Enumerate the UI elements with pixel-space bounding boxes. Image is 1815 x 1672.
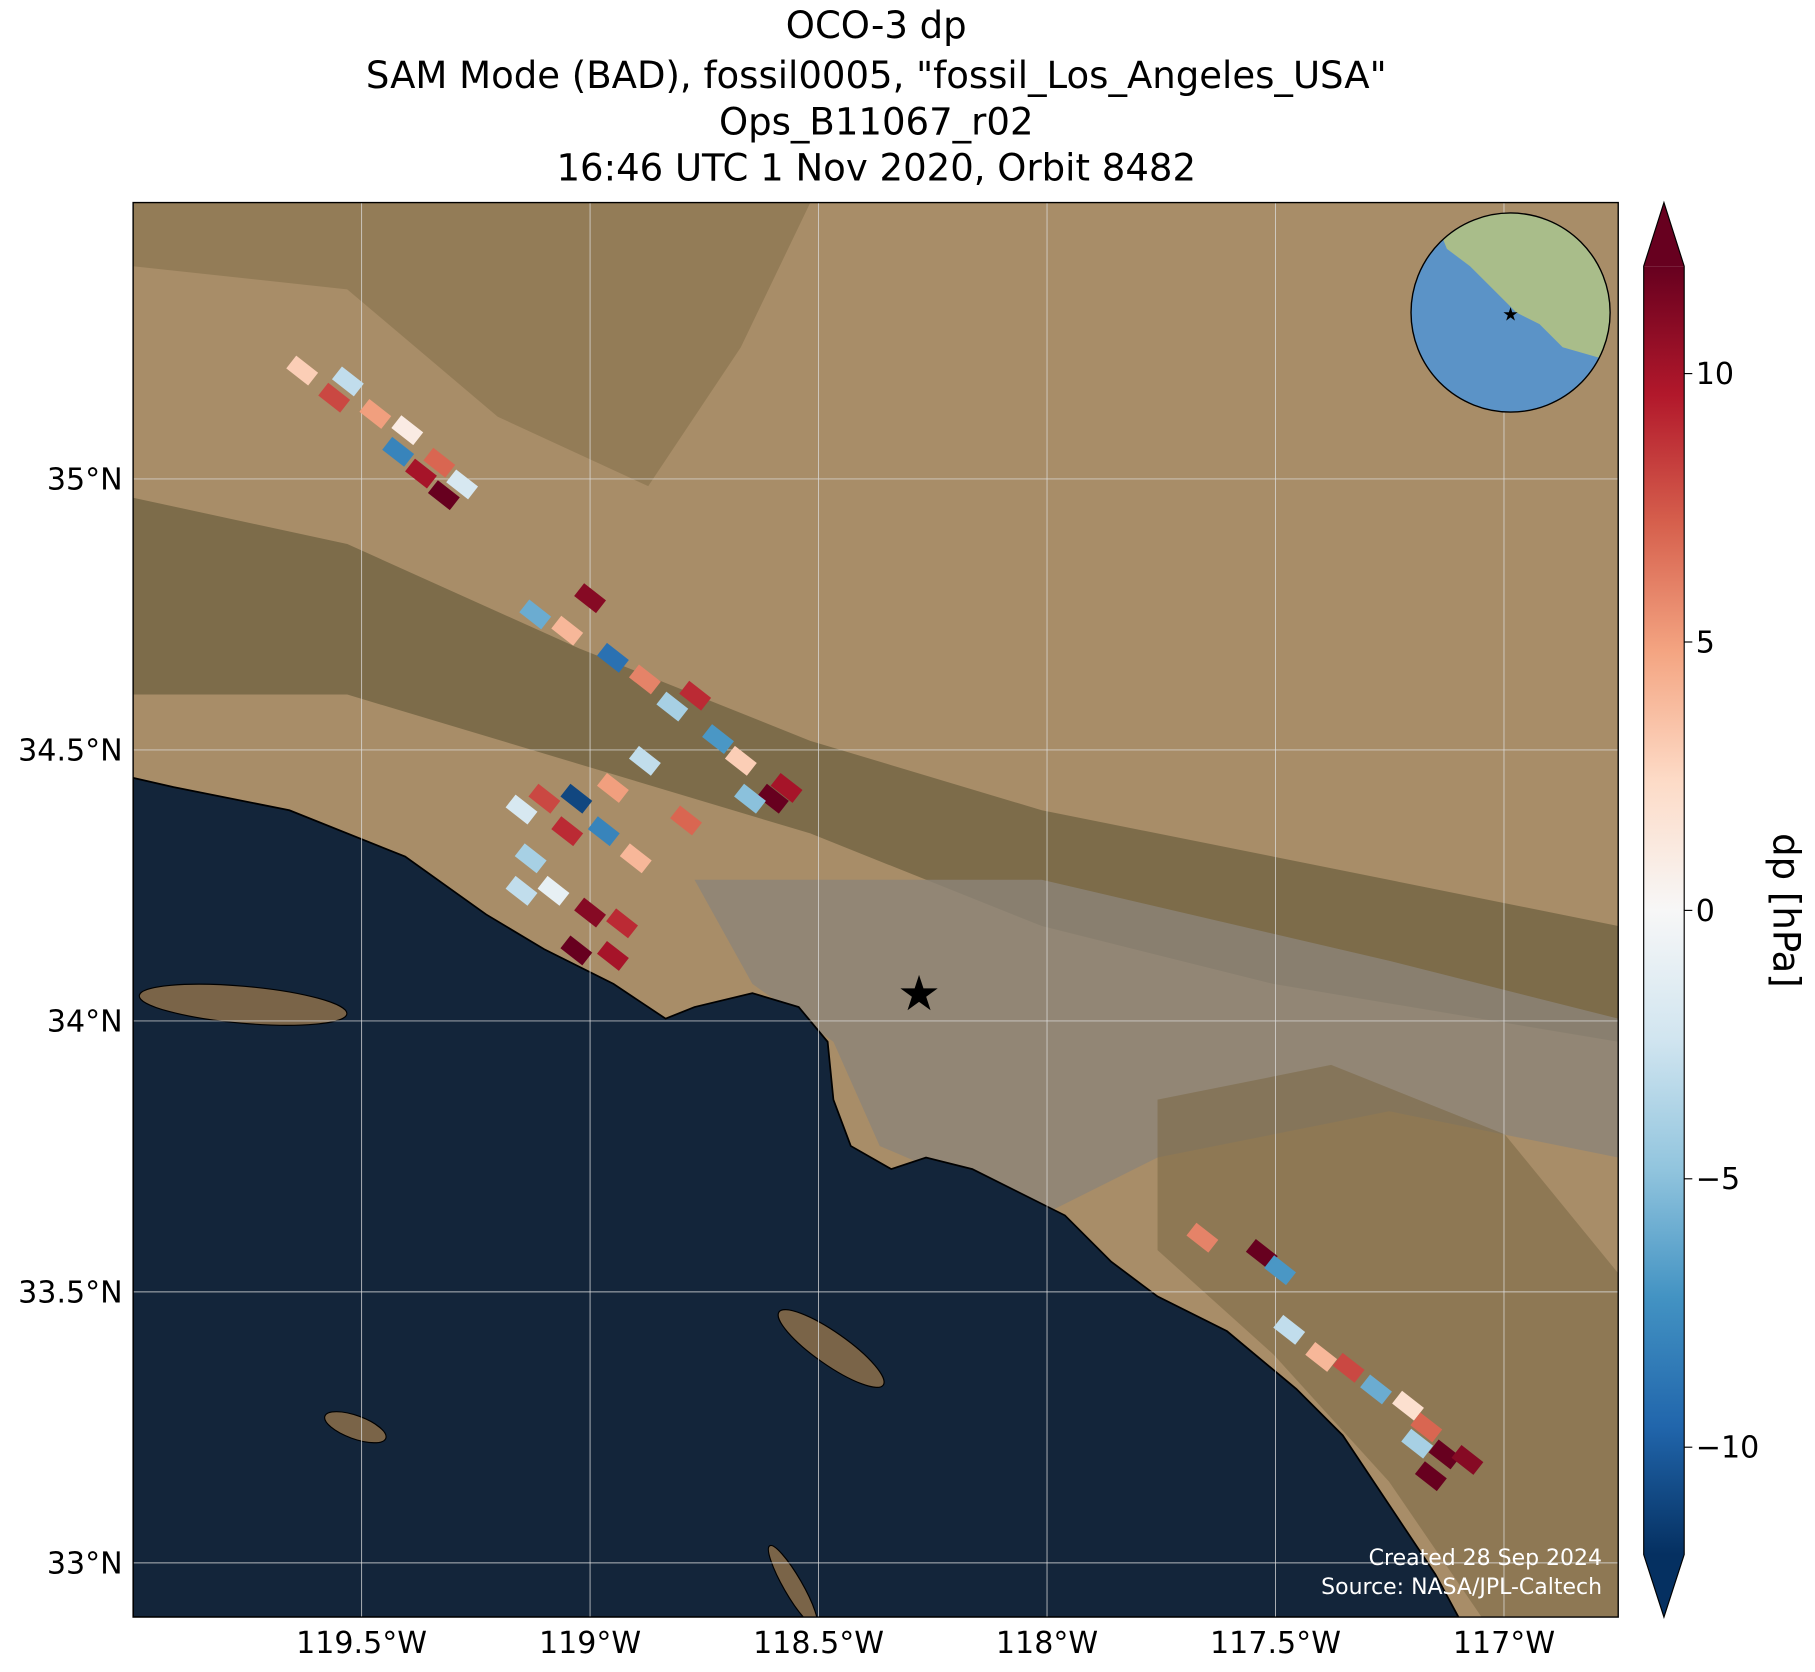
axes: 119.5°W 119°W 118.5°W 118°W 117.5°W 117°W 33°N… (18, 462, 1555, 1661)
sounding-cell (391, 415, 424, 446)
urban (694, 879, 1619, 1216)
x-tick-label: 117.5°W (1210, 1626, 1341, 1661)
sounding-cell (505, 875, 538, 906)
sounding-cell (596, 772, 629, 803)
sounding-cell (1305, 1341, 1338, 1372)
colorbar-label: dp [hPa] (1764, 833, 1807, 988)
colorbar-outline (1643, 200, 1685, 1619)
sounding-cell (514, 843, 547, 874)
sounding-cell (446, 469, 479, 500)
sounding-cell (551, 816, 584, 847)
sounding-cell (734, 783, 766, 814)
sounding-cell (405, 458, 437, 489)
sounding-cell (628, 664, 661, 695)
sounding-cell (628, 745, 661, 776)
y-tick-label: 34.5°N (18, 733, 123, 768)
y-tick-label: 33.5°N (18, 1275, 123, 1310)
subtitle: 16:46 UTC 1 Nov 2020, Orbit 8482 (556, 147, 1196, 190)
sounding-cell (679, 680, 712, 711)
island (324, 1411, 387, 1444)
sounding-cell (606, 908, 638, 939)
sounding-cell (619, 843, 652, 874)
sounding-cell (560, 935, 593, 966)
x-tick-label: 118.5°W (753, 1626, 884, 1661)
sounding-cell (1451, 1444, 1484, 1475)
colorbar-tick-label: −5 (1696, 1162, 1740, 1197)
sounding-cell (702, 724, 734, 755)
grid (133, 202, 1619, 1618)
terrain (133, 202, 811, 487)
credit: Created 28 Sep 2024 (1369, 1546, 1602, 1571)
colorbar-tick-label: 0 (1696, 894, 1715, 929)
x-tick-label: 119°W (539, 1626, 641, 1661)
credit: Source: NASA/JPL-Caltech (1321, 1575, 1602, 1600)
sounding-cell (505, 794, 538, 825)
colorbar-extend (1643, 1554, 1685, 1618)
title: OCO-3 dp (786, 4, 967, 47)
sounding-cell (331, 366, 364, 397)
sounding-cell (528, 783, 561, 814)
colorbar-tick-label: −10 (1696, 1431, 1759, 1466)
sounding-cell (1428, 1439, 1461, 1470)
globe-land (1435, 212, 1611, 359)
sounding-cell (423, 447, 456, 478)
mountains (133, 497, 1619, 1042)
map-frame (132, 201, 1619, 1618)
colorbar: −10 −5 0 5 10 dp [hPa] (1643, 200, 1807, 1619)
target-marker: ★ (897, 966, 941, 1022)
sounding-cell (359, 398, 392, 429)
sounding-cell (574, 583, 607, 614)
sounding-cell (1360, 1374, 1392, 1405)
island (138, 983, 348, 1026)
sounding-cell (537, 875, 570, 906)
sounding-cell (519, 599, 552, 630)
sounding-cell (1273, 1314, 1306, 1345)
colorbar-tick-label: 10 (1696, 357, 1734, 392)
sounding-cell (1186, 1222, 1219, 1253)
island (777, 1309, 885, 1388)
basemap: ★ ★ Created 28 Sep 2024 Source: NASA/JPL… (133, 202, 1619, 1618)
colorbar-body (1643, 266, 1685, 1555)
island (767, 1544, 818, 1618)
sounding-cell (1264, 1255, 1297, 1286)
globe-star: ★ (1502, 304, 1519, 325)
sounding-cell (1401, 1428, 1434, 1459)
sounding-cell (587, 816, 620, 847)
sounding-cell (770, 772, 803, 803)
y-tick-label: 33°N (47, 1546, 123, 1581)
y-tick-label: 34°N (47, 1004, 123, 1039)
sounding-cell (756, 783, 789, 814)
sounding-cell (596, 940, 629, 971)
inset-globe: ★ (1410, 212, 1611, 413)
sounding-cell (318, 382, 351, 413)
sounding-cell (670, 805, 702, 836)
sounding-cell (1392, 1390, 1424, 1421)
sounding-cell (724, 745, 757, 776)
sounding-cell (1414, 1461, 1447, 1492)
sounding-cell (560, 783, 593, 814)
colorbar-tick-label: 5 (1696, 625, 1715, 660)
sounding-cell (382, 436, 415, 467)
sounding-cell (574, 897, 607, 928)
sounding-cell (656, 691, 689, 722)
colorbar-extend (1643, 202, 1685, 267)
x-tick-label: 117°W (1453, 1626, 1555, 1661)
x-tick-label: 118°W (996, 1626, 1098, 1661)
sounding-cell (427, 480, 460, 511)
terrain (1157, 1064, 1619, 1618)
sounding-cell (1410, 1412, 1443, 1443)
ocean (133, 776, 1460, 1618)
subtitle: Ops_B11067_r02 (719, 100, 1034, 143)
subtitle: SAM Mode (BAD), fossil0005, "fossil_Los_… (366, 54, 1387, 97)
sounding-cell (596, 642, 629, 673)
x-tick-label: 119.5°W (296, 1626, 427, 1661)
sounding-cell (1332, 1352, 1365, 1383)
sounding-cell (551, 615, 584, 646)
globe-outline (1410, 212, 1611, 413)
sounding-cell (286, 355, 319, 386)
y-tick-label: 35°N (47, 462, 123, 497)
soundings (286, 355, 1484, 1492)
